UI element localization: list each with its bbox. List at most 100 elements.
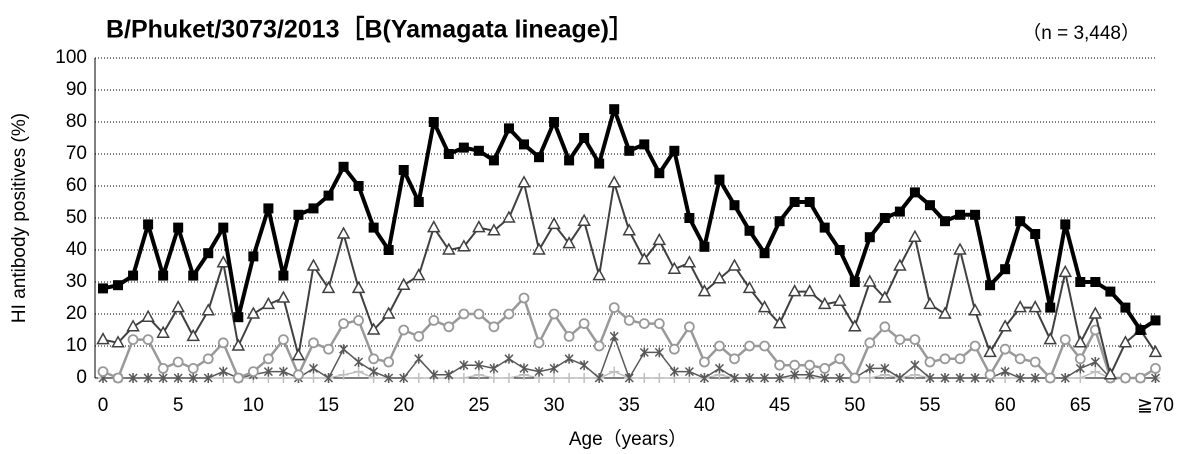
chart-title: B/Phuket/3073/2013［B(Yamagata lineage)］ <box>106 16 634 44</box>
marker <box>216 255 231 268</box>
marker <box>564 353 574 364</box>
marker <box>895 373 905 383</box>
marker <box>113 280 124 291</box>
marker <box>864 337 876 349</box>
x-tick-label: 30 <box>543 395 564 416</box>
marker <box>669 145 680 156</box>
marker <box>1148 344 1163 358</box>
marker <box>1103 367 1118 380</box>
marker <box>97 366 109 378</box>
marker <box>968 303 982 316</box>
marker <box>156 325 170 338</box>
marker <box>143 219 154 230</box>
marker <box>654 347 664 358</box>
marker <box>473 308 485 320</box>
marker <box>338 318 349 330</box>
marker <box>1090 357 1100 367</box>
marker <box>893 258 907 271</box>
marker <box>141 309 155 322</box>
marker <box>413 373 424 383</box>
marker <box>683 321 695 333</box>
marker <box>504 353 514 364</box>
x-tick-label: 25 <box>468 395 489 416</box>
marker <box>744 373 755 383</box>
marker <box>578 318 590 330</box>
marker <box>985 280 996 291</box>
marker <box>413 197 424 207</box>
marker <box>547 216 561 230</box>
marker <box>1090 366 1101 377</box>
x-axis-label: Age（years） <box>569 428 687 450</box>
marker <box>324 373 334 383</box>
marker <box>458 308 470 320</box>
marker <box>488 321 500 333</box>
marker <box>231 338 246 351</box>
marker <box>1058 264 1073 278</box>
marker <box>1075 277 1086 287</box>
marker <box>457 239 471 252</box>
marker <box>804 359 816 371</box>
x-tick-label: 65 <box>1070 395 1091 416</box>
marker <box>353 181 364 191</box>
marker <box>924 200 935 211</box>
marker <box>442 242 456 255</box>
marker <box>398 324 410 336</box>
marker <box>940 373 950 383</box>
marker <box>218 222 229 233</box>
marker <box>98 283 108 294</box>
marker <box>848 319 862 332</box>
marker <box>366 322 381 335</box>
marker <box>127 334 139 346</box>
marker <box>383 245 394 255</box>
marker <box>699 373 709 383</box>
marker <box>517 175 531 188</box>
marker <box>970 373 980 383</box>
marker <box>579 133 590 143</box>
marker <box>1150 362 1161 374</box>
x-tick-label: 5 <box>173 395 184 416</box>
marker <box>729 200 740 211</box>
marker <box>549 117 560 127</box>
marker <box>411 268 426 281</box>
marker <box>727 258 742 271</box>
y-tick-label: 50 <box>66 207 87 228</box>
marker <box>278 366 288 377</box>
marker <box>638 318 650 330</box>
marker <box>549 373 560 383</box>
y-tick-label: 80 <box>66 111 87 132</box>
marker <box>143 373 153 383</box>
marker <box>427 220 441 233</box>
y-tick-label: 100 <box>55 47 87 68</box>
marker <box>878 290 892 303</box>
marker <box>729 373 740 383</box>
y-tick-label: 60 <box>66 175 87 196</box>
marker <box>684 213 695 223</box>
marker <box>984 369 996 381</box>
marker <box>802 284 817 297</box>
marker <box>263 203 274 214</box>
marker <box>864 373 875 383</box>
marker <box>712 271 727 284</box>
x-tick-label: 50 <box>844 395 865 416</box>
marker <box>699 241 710 252</box>
marker <box>443 149 454 159</box>
x-tick-label: 60 <box>995 395 1016 416</box>
marker <box>186 328 200 342</box>
marker <box>832 293 847 306</box>
marker <box>473 145 484 156</box>
marker <box>969 340 981 352</box>
marker <box>474 360 484 371</box>
marker <box>834 353 846 365</box>
x-tick-label: 45 <box>769 395 790 416</box>
marker <box>790 369 800 380</box>
marker <box>399 373 409 383</box>
marker <box>443 321 455 333</box>
marker <box>983 344 997 358</box>
marker <box>880 363 890 374</box>
marker <box>142 334 154 346</box>
marker <box>924 356 936 368</box>
marker <box>428 314 440 326</box>
marker <box>339 344 349 355</box>
marker <box>654 168 665 179</box>
marker <box>835 373 845 383</box>
